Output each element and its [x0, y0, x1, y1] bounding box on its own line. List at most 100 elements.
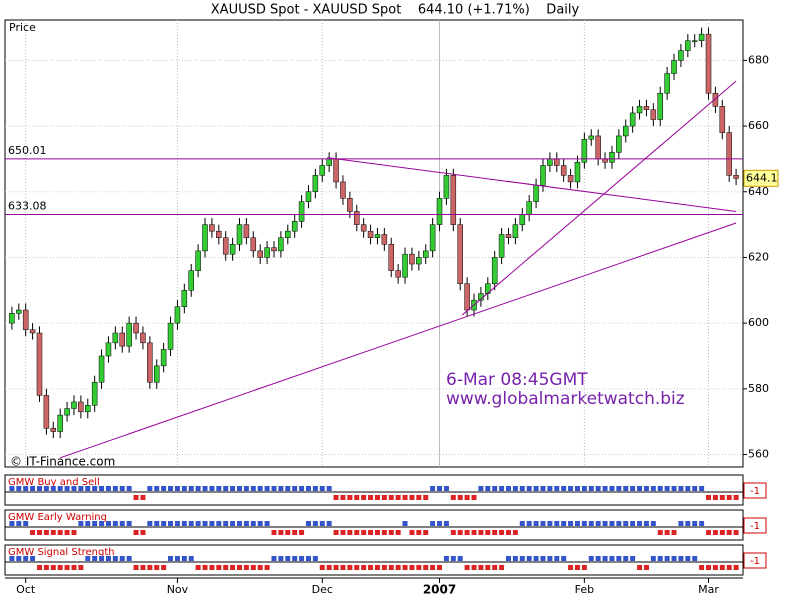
indicator-frame [4, 509, 744, 541]
indicator-mark [92, 486, 98, 491]
indicator-mark [499, 565, 505, 570]
indicator-mark [540, 556, 546, 561]
indicator-mark [140, 495, 146, 500]
indicator-mark [499, 530, 505, 535]
indicator-mark [568, 486, 574, 491]
indicator-mark [443, 486, 449, 491]
indicator-mark [216, 486, 222, 491]
indicator-mark [271, 530, 277, 535]
indicator-mark [423, 530, 429, 535]
indicator-mark [209, 486, 215, 491]
indicator-mark [671, 556, 677, 561]
indicator-mark [471, 565, 477, 570]
chart-title: XAUUSD Spot - XAUUSD Spot 644.10 (+1.71%… [211, 3, 580, 18]
indicator-mark [437, 565, 443, 570]
indicator-mark [574, 565, 580, 570]
trendline [60, 222, 737, 459]
trendline [327, 157, 737, 212]
indicator-mark [609, 521, 615, 526]
indicator-mark [650, 521, 656, 526]
candle-body [16, 309, 22, 314]
indicator-mark [478, 530, 484, 535]
candle-body [726, 132, 732, 176]
indicator-mark [154, 565, 160, 570]
indicator-mark [561, 521, 567, 526]
candle-body [71, 401, 77, 409]
candle-body [147, 342, 153, 383]
indicator-mark [409, 565, 415, 570]
candle-body [395, 270, 401, 278]
indicator-mark [643, 521, 649, 526]
indicator-mark [105, 521, 111, 526]
candle-body [153, 365, 160, 383]
indicator-mark [643, 565, 649, 570]
indicator-mark [23, 556, 29, 561]
indicator-mark [154, 486, 160, 491]
indicator-mark [685, 521, 691, 526]
indicator-mark [657, 530, 663, 535]
indicator-mark [78, 486, 84, 491]
indicator-mark [57, 565, 63, 570]
candle-body [367, 230, 374, 239]
candle-body [64, 408, 70, 416]
indicator-mark [492, 565, 498, 570]
indicator-mark [733, 565, 739, 570]
trendline [461, 80, 737, 316]
indicator-mark [623, 521, 629, 526]
indicator-mark [637, 565, 643, 570]
indicator-mark [174, 556, 180, 561]
indicator-mark [292, 556, 298, 561]
candle-body [85, 405, 91, 413]
indicator-mark [388, 565, 394, 570]
indicator-mark [237, 521, 243, 526]
indicator-mark [699, 486, 705, 491]
candle-body [643, 106, 650, 110]
candle-body [36, 332, 43, 396]
indicator-mark [36, 530, 42, 535]
copyright: © IT-Finance.com [10, 455, 115, 469]
indicator-mark [305, 486, 311, 491]
candle-body [588, 135, 595, 140]
candle-body [443, 175, 450, 199]
indicator-mark [650, 556, 656, 561]
candle-body [57, 414, 63, 432]
indicator-mark [112, 556, 118, 561]
indicator-mark [319, 486, 325, 491]
indicator-mark [650, 486, 656, 491]
indicator-mark [36, 486, 42, 491]
indicator-mark [485, 530, 491, 535]
indicator-mark [92, 556, 98, 561]
indicator-mark [43, 565, 49, 570]
indicator-mark [657, 556, 663, 561]
indicator-mark [554, 486, 560, 491]
indicator-mark [216, 521, 222, 526]
indicator-mark [485, 565, 491, 570]
candle-body [733, 175, 739, 179]
indicator-mark [161, 521, 167, 526]
candle-body [264, 247, 270, 258]
indicator-mark [237, 565, 243, 570]
indicator-mark [719, 530, 725, 535]
indicator-mark [119, 486, 125, 491]
candle-body [133, 322, 139, 334]
candle-body [450, 175, 457, 225]
indicator-mark [112, 486, 118, 491]
indicator-mark [112, 521, 118, 526]
indicator-mark [140, 530, 146, 535]
indicator-mark [9, 556, 15, 561]
indicator-mark [181, 521, 187, 526]
candle-body [526, 201, 532, 216]
indicator-mark [395, 495, 401, 500]
indicator-mark [678, 521, 684, 526]
candle-body [119, 332, 126, 347]
annotation: www.globalmarketwatch.biz [446, 389, 685, 409]
candle-body [416, 257, 422, 265]
indicator-mark [712, 530, 718, 535]
candle-body [595, 135, 601, 160]
candle-body [685, 40, 691, 51]
candle-body [333, 158, 339, 183]
indicator-mark [223, 486, 229, 491]
candle-body [354, 211, 360, 225]
indicator-mark [623, 556, 629, 561]
indicator-mark [78, 565, 84, 570]
